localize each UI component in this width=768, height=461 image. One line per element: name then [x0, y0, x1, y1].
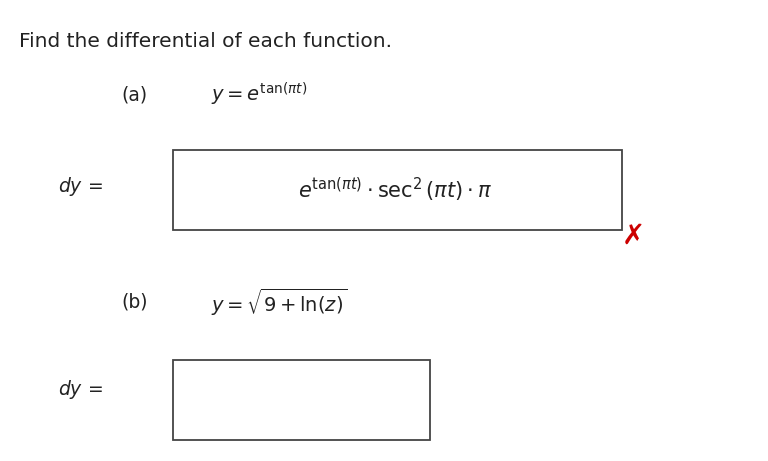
Text: ✗: ✗	[622, 222, 645, 250]
Text: $y = \sqrt{9 + \ln(z)}$: $y = \sqrt{9 + \ln(z)}$	[211, 286, 347, 318]
Text: Find the differential of each function.: Find the differential of each function.	[19, 32, 392, 51]
Text: (a): (a)	[121, 85, 147, 104]
Text: $dy\, =$: $dy\, =$	[58, 175, 104, 198]
Text: $dy\, =$: $dy\, =$	[58, 378, 104, 401]
Text: $y = e^{\tan(\pi t)}$: $y = e^{\tan(\pi t)}$	[211, 81, 307, 108]
Text: (b): (b)	[121, 292, 147, 312]
Text: $e^{\tan(\pi t)} \cdot \sec^2(\pi t) \cdot \pi$: $e^{\tan(\pi t)} \cdot \sec^2(\pi t) \cd…	[298, 176, 493, 204]
